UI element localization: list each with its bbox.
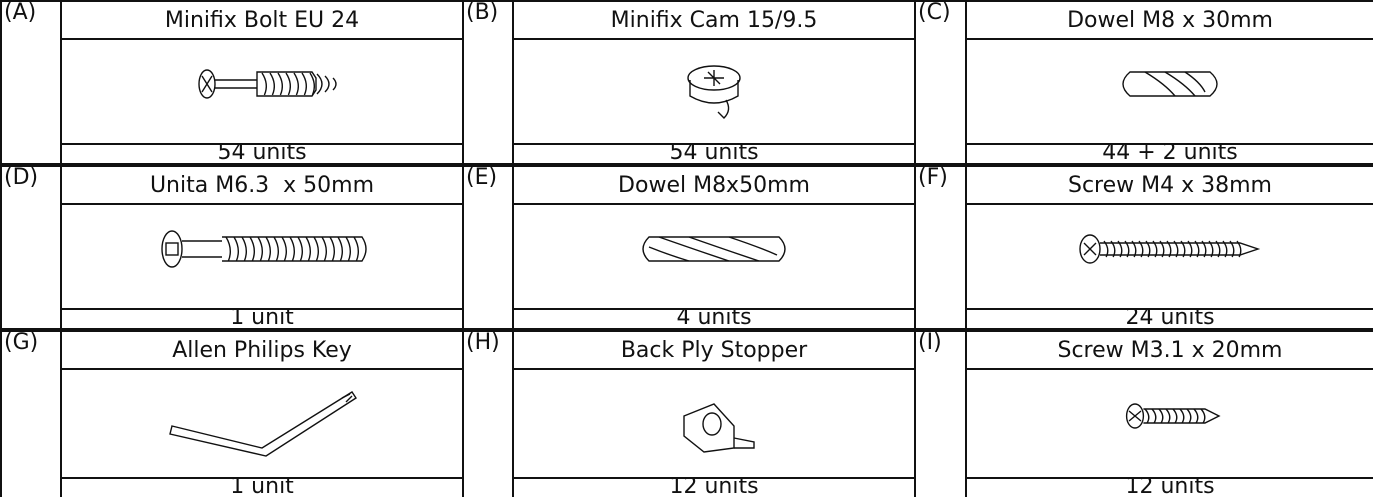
item-image [60,203,464,310]
item-illustration [1122,70,1218,97]
item-image [512,38,916,145]
item-quantity: 1 unit [60,308,464,330]
item-letter: (G) [0,330,62,497]
item-letter: (C) [914,0,967,165]
item-quantity: 54 units [512,143,916,165]
item-letter: (F) [914,165,967,330]
item-image [60,368,464,479]
item-illustration [687,64,741,119]
item-name: Minifix Bolt EU 24 [60,0,464,40]
item-quantity: 44 + 2 units [965,143,1373,165]
item-name: Dowel M8x50mm [512,165,916,205]
item-illustration [683,402,755,453]
item-image [60,38,464,145]
item-illustration [161,229,367,268]
item-quantity: 4 units [512,308,916,330]
item-illustration [169,390,357,457]
item-image [965,38,1373,145]
item-name: Screw M3.1 x 20mm [965,330,1373,370]
item-illustration [1079,233,1261,264]
item-quantity: 54 units [60,143,464,165]
item-quantity: 24 units [965,308,1373,330]
item-image [965,203,1373,310]
item-image [512,368,916,479]
item-name: Back Ply Stopper [512,330,916,370]
item-illustration [642,235,786,262]
item-letter: (I) [914,330,967,497]
item-name: Allen Philips Key [60,330,464,370]
item-letter: (E) [462,165,514,330]
item-quantity: 12 units [965,477,1373,497]
item-illustration [198,68,337,99]
item-letter: (A) [0,0,62,165]
item-illustration [1125,402,1221,429]
item-name: Screw M4 x 38mm [965,165,1373,205]
item-quantity: 1 unit [60,477,464,497]
item-image [965,368,1373,479]
item-name: Unita M6.3 x 50mm [60,165,464,205]
item-image [512,203,916,310]
item-letter: (H) [462,330,514,497]
item-quantity: 12 units [512,477,916,497]
item-letter: (D) [0,165,62,330]
item-name: Dowel M8 x 30mm [965,0,1373,40]
item-name: Minifix Cam 15/9.5 [512,0,916,40]
item-letter: (B) [462,0,514,165]
